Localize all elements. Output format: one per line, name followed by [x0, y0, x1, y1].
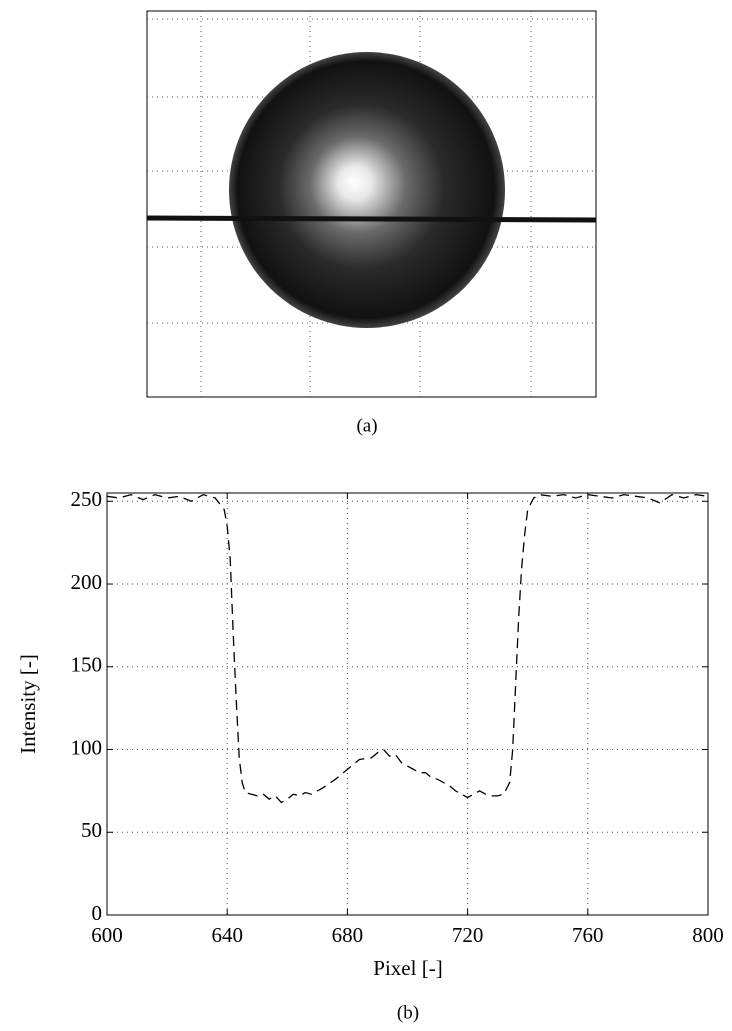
- y-tick-label: 0: [92, 901, 103, 925]
- y-tick-label: 50: [81, 818, 102, 842]
- caption-a: (a): [356, 415, 377, 436]
- x-tick-label: 760: [572, 923, 604, 947]
- panel-a: (a): [146, 10, 597, 436]
- y-tick-label: 100: [71, 735, 103, 759]
- caption-b: (b): [397, 1002, 419, 1023]
- sphere-image: [229, 52, 505, 328]
- plot-frame: [106, 492, 709, 916]
- x-tick-label: 720: [452, 923, 484, 947]
- panel-b: Pixel [-] Intensity [-] (b) 600 640 680 720…: [16, 487, 724, 1023]
- x-axis-label: Pixel [-]: [373, 956, 442, 980]
- x-tick-label: 800: [692, 923, 724, 947]
- x-tick-label: 600: [91, 923, 123, 947]
- profile-line: [146, 215, 597, 223]
- x-tick-label: 680: [332, 923, 364, 947]
- y-tick-label: 150: [71, 653, 103, 677]
- x-tick-label: 640: [211, 923, 243, 947]
- data-line: [106, 493, 709, 804]
- y-tick-label: 250: [71, 487, 103, 511]
- y-axis-label: Intensity [-]: [16, 654, 40, 754]
- y-tick-label: 200: [71, 570, 103, 594]
